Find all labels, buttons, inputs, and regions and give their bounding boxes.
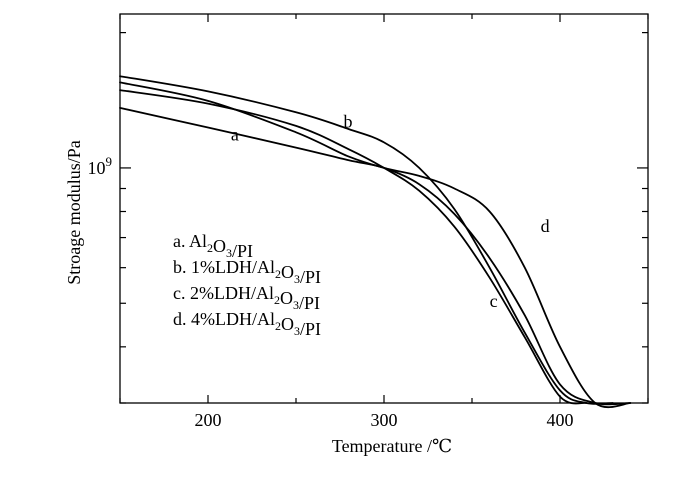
curve-label-b: b xyxy=(344,112,353,132)
x-tick-label: 200 xyxy=(195,410,222,430)
legend-entry: b. 1%LDH/Al2O3/PI xyxy=(173,257,321,287)
y-tick-label: 109 xyxy=(88,154,113,178)
legend-entry: d. 4%LDH/Al2O3/PI xyxy=(173,309,321,339)
legend-entry: c. 2%LDH/Al2O3/PI xyxy=(173,283,320,313)
x-tick-label: 300 xyxy=(371,410,398,430)
curve-d xyxy=(119,81,632,409)
curve-b xyxy=(119,75,614,405)
curve-c xyxy=(119,89,588,405)
curve-label-d: d xyxy=(541,216,550,236)
curves xyxy=(119,75,632,409)
x-axis-title: Temperature /℃ xyxy=(332,436,452,456)
curve-label-c: c xyxy=(490,291,498,311)
x-tick-label: 400 xyxy=(547,410,574,430)
legend-entry: a. Al2O3/PI xyxy=(173,231,253,261)
plot-area xyxy=(119,13,649,404)
curve-a xyxy=(119,107,632,406)
curve-label-a: a xyxy=(231,125,239,145)
plot-frame xyxy=(119,13,649,404)
chart-text: 200 300 400 109 Temperature /℃ Stroage modulu… xyxy=(64,112,574,456)
y-axis-title: Stroage modulus/Pa xyxy=(64,140,84,285)
